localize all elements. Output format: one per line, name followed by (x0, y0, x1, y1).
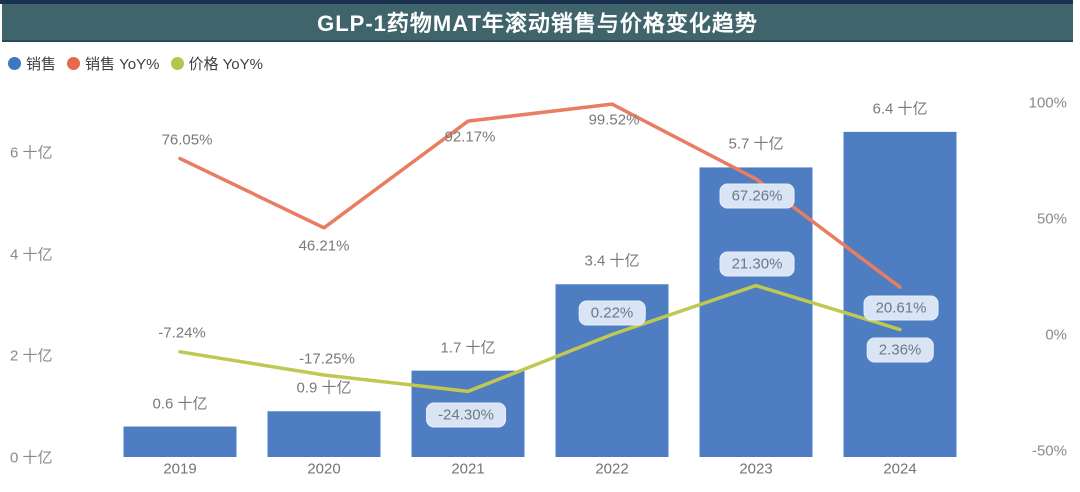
bar-value-label-2024: 6.4 十亿 (872, 100, 928, 118)
left-axis-tick-1: 2 十亿 (10, 347, 53, 365)
sales-yoy-label-2022: 99.52% (588, 111, 640, 129)
x-axis-label-2021: 2021 (451, 460, 485, 478)
bar-value-label-2023: 5.7 十亿 (728, 135, 784, 153)
legend-item-sales-yoy[interactable]: 销售 YoY% (67, 53, 160, 74)
bar-value-label-2019: 0.6 十亿 (152, 395, 208, 413)
chart-title: GLP-1药物MAT年滚动销售与价格变化趋势 (317, 11, 758, 36)
legend-label-sales-yoy: 销售 YoY% (85, 55, 160, 73)
title-top-strip (0, 0, 1073, 4)
price-yoy-label-2022[interactable]: 0.22% (578, 300, 646, 326)
price-yoy-label-2023[interactable]: 21.30% (719, 251, 795, 277)
sales-yoy-label-2021: 92.17% (444, 128, 496, 146)
right-axis-tick-3: 100% (1028, 94, 1067, 112)
price-yoy-label-2019: -7.24% (158, 324, 206, 342)
legend-dot-sales (8, 56, 21, 70)
legend-dot-price-yoy (170, 56, 184, 70)
x-axis-label-2019: 2019 (163, 460, 197, 478)
sales-yoy-label-2023[interactable]: 67.26% (719, 183, 795, 209)
legend-dot-sales-yoy (67, 56, 81, 70)
price-yoy-label-2021[interactable]: -24.30% (426, 402, 506, 428)
bar-2024[interactable] (843, 131, 957, 457)
sales-yoy-label-2019: 76.05% (161, 131, 213, 149)
legend-item-sales[interactable]: 销售 (8, 53, 56, 74)
bar-value-label-2021: 1.7 十亿 (440, 339, 496, 357)
legend-label-sales: 销售 (26, 55, 57, 73)
left-axis-tick-0: 0 十亿 (10, 449, 53, 467)
x-axis-label-2024: 2024 (883, 460, 917, 478)
x-axis-label-2023: 2023 (739, 460, 773, 478)
sales-yoy-label-2020: 46.21% (298, 237, 350, 255)
legend-item-price-yoy[interactable]: 价格 YoY% (170, 53, 263, 74)
left-axis-tick-3: 6 十亿 (10, 144, 53, 162)
bar-2019[interactable] (123, 426, 237, 457)
legend-label-price-yoy: 价格 YoY% (188, 55, 263, 73)
bar-2023[interactable] (699, 167, 813, 457)
legend: 销售 销售 YoY% 价格 YoY% (8, 53, 263, 73)
price-yoy-label-2024[interactable]: 2.36% (866, 337, 934, 363)
sales-yoy-label-2024[interactable]: 20.61% (863, 295, 939, 321)
bar-2020[interactable] (267, 411, 381, 457)
x-axis-label-2020: 2020 (307, 460, 341, 478)
right-axis-tick-2: 50% (1036, 210, 1067, 228)
right-axis-tick-1: 0% (1045, 326, 1067, 344)
price-yoy-label-2020: -17.25% (299, 350, 355, 368)
price-yoy-line (178, 283, 902, 394)
bar-value-label-2020: 0.9 十亿 (296, 379, 352, 397)
right-axis-tick-0: -50% (1031, 442, 1067, 460)
left-axis-tick-2: 4 十亿 (10, 246, 53, 264)
bar-value-label-2022: 3.4 十亿 (584, 252, 640, 270)
title-bar: GLP-1药物MAT年滚动销售与价格变化趋势 (2, 4, 1073, 42)
x-axis-label-2022: 2022 (595, 460, 629, 478)
